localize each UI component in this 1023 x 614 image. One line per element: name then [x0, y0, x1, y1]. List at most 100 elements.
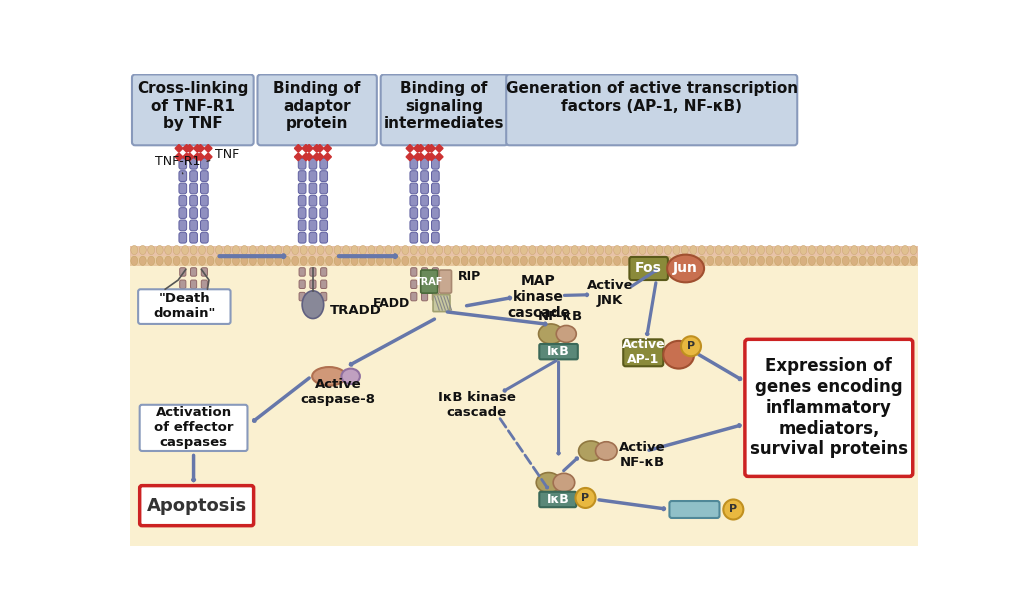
Ellipse shape: [859, 246, 866, 255]
Ellipse shape: [546, 256, 552, 265]
Ellipse shape: [554, 256, 562, 265]
Ellipse shape: [817, 256, 824, 265]
FancyBboxPatch shape: [432, 220, 439, 231]
FancyBboxPatch shape: [299, 220, 306, 231]
Ellipse shape: [207, 246, 214, 255]
Ellipse shape: [300, 256, 307, 265]
Ellipse shape: [470, 246, 477, 255]
FancyBboxPatch shape: [299, 268, 305, 276]
Polygon shape: [186, 144, 193, 152]
FancyBboxPatch shape: [309, 158, 317, 169]
Ellipse shape: [335, 246, 341, 255]
FancyBboxPatch shape: [201, 232, 209, 243]
FancyBboxPatch shape: [539, 344, 578, 359]
FancyBboxPatch shape: [201, 195, 209, 206]
Ellipse shape: [715, 246, 722, 255]
FancyBboxPatch shape: [140, 405, 248, 451]
Ellipse shape: [563, 246, 570, 255]
FancyBboxPatch shape: [190, 268, 196, 276]
FancyBboxPatch shape: [201, 171, 209, 182]
Polygon shape: [323, 153, 331, 161]
Ellipse shape: [901, 246, 908, 255]
FancyBboxPatch shape: [309, 232, 317, 243]
Text: FADD: FADD: [372, 297, 410, 309]
Ellipse shape: [351, 246, 358, 255]
Ellipse shape: [630, 256, 637, 265]
Ellipse shape: [571, 246, 578, 255]
Ellipse shape: [368, 246, 374, 255]
Ellipse shape: [690, 246, 697, 255]
Ellipse shape: [851, 246, 857, 255]
Ellipse shape: [165, 246, 172, 255]
Polygon shape: [425, 153, 433, 161]
Polygon shape: [193, 144, 202, 152]
Ellipse shape: [190, 246, 197, 255]
Ellipse shape: [596, 246, 604, 255]
Ellipse shape: [216, 246, 222, 255]
Ellipse shape: [131, 256, 138, 265]
FancyBboxPatch shape: [433, 292, 439, 301]
Ellipse shape: [536, 473, 561, 492]
FancyArrowPatch shape: [192, 456, 194, 481]
FancyBboxPatch shape: [179, 171, 186, 182]
Ellipse shape: [529, 256, 536, 265]
Polygon shape: [313, 144, 320, 152]
Text: IκB: IκB: [547, 345, 570, 358]
Ellipse shape: [487, 246, 493, 255]
Polygon shape: [413, 144, 421, 152]
FancyBboxPatch shape: [420, 208, 429, 219]
Text: Expression of
genes encoding
inflammatory
mediators,
survival proteins: Expression of genes encoding inflammator…: [750, 357, 907, 459]
Text: MAP
kinase
cascade: MAP kinase cascade: [507, 274, 570, 320]
Ellipse shape: [385, 256, 392, 265]
Ellipse shape: [428, 256, 434, 265]
Ellipse shape: [868, 246, 875, 255]
FancyBboxPatch shape: [138, 289, 230, 324]
Ellipse shape: [614, 246, 621, 255]
FancyBboxPatch shape: [420, 220, 429, 231]
FancyBboxPatch shape: [410, 208, 417, 219]
FancyBboxPatch shape: [320, 158, 327, 169]
Text: TNF-R1: TNF-R1: [155, 155, 201, 174]
Ellipse shape: [376, 246, 384, 255]
Text: TRAF: TRAF: [415, 276, 443, 287]
Ellipse shape: [663, 341, 694, 368]
Ellipse shape: [758, 246, 764, 255]
Ellipse shape: [732, 256, 739, 265]
Ellipse shape: [241, 256, 248, 265]
Ellipse shape: [487, 256, 493, 265]
FancyBboxPatch shape: [539, 492, 576, 507]
FancyBboxPatch shape: [410, 280, 417, 289]
FancyBboxPatch shape: [299, 171, 306, 182]
Ellipse shape: [614, 256, 621, 265]
Ellipse shape: [512, 256, 519, 265]
Ellipse shape: [783, 246, 790, 255]
FancyBboxPatch shape: [433, 268, 439, 276]
Text: IκB kinase
cascade: IκB kinase cascade: [438, 391, 516, 419]
Ellipse shape: [207, 256, 214, 265]
FancyBboxPatch shape: [201, 220, 209, 231]
FancyBboxPatch shape: [202, 268, 208, 276]
Ellipse shape: [232, 246, 239, 255]
Ellipse shape: [402, 246, 409, 255]
Ellipse shape: [783, 256, 790, 265]
Text: Cross-linking
of TNF-R1
by TNF: Cross-linking of TNF-R1 by TNF: [137, 82, 249, 131]
FancyArrowPatch shape: [500, 419, 547, 488]
Ellipse shape: [495, 246, 502, 255]
Text: TNF: TNF: [207, 149, 239, 161]
FancyArrowPatch shape: [504, 361, 557, 391]
Ellipse shape: [428, 246, 434, 255]
Ellipse shape: [673, 256, 680, 265]
Bar: [131, 246, 919, 256]
Text: RIP: RIP: [457, 270, 481, 282]
FancyBboxPatch shape: [190, 292, 196, 301]
FancyArrowPatch shape: [647, 283, 656, 335]
Ellipse shape: [312, 367, 346, 386]
Ellipse shape: [418, 246, 426, 255]
Ellipse shape: [478, 256, 485, 265]
FancyBboxPatch shape: [299, 195, 306, 206]
FancyBboxPatch shape: [299, 280, 305, 289]
Text: Binding of
adaptor
protein: Binding of adaptor protein: [273, 82, 360, 131]
Ellipse shape: [553, 473, 575, 492]
FancyBboxPatch shape: [299, 183, 306, 194]
FancyBboxPatch shape: [309, 183, 317, 194]
